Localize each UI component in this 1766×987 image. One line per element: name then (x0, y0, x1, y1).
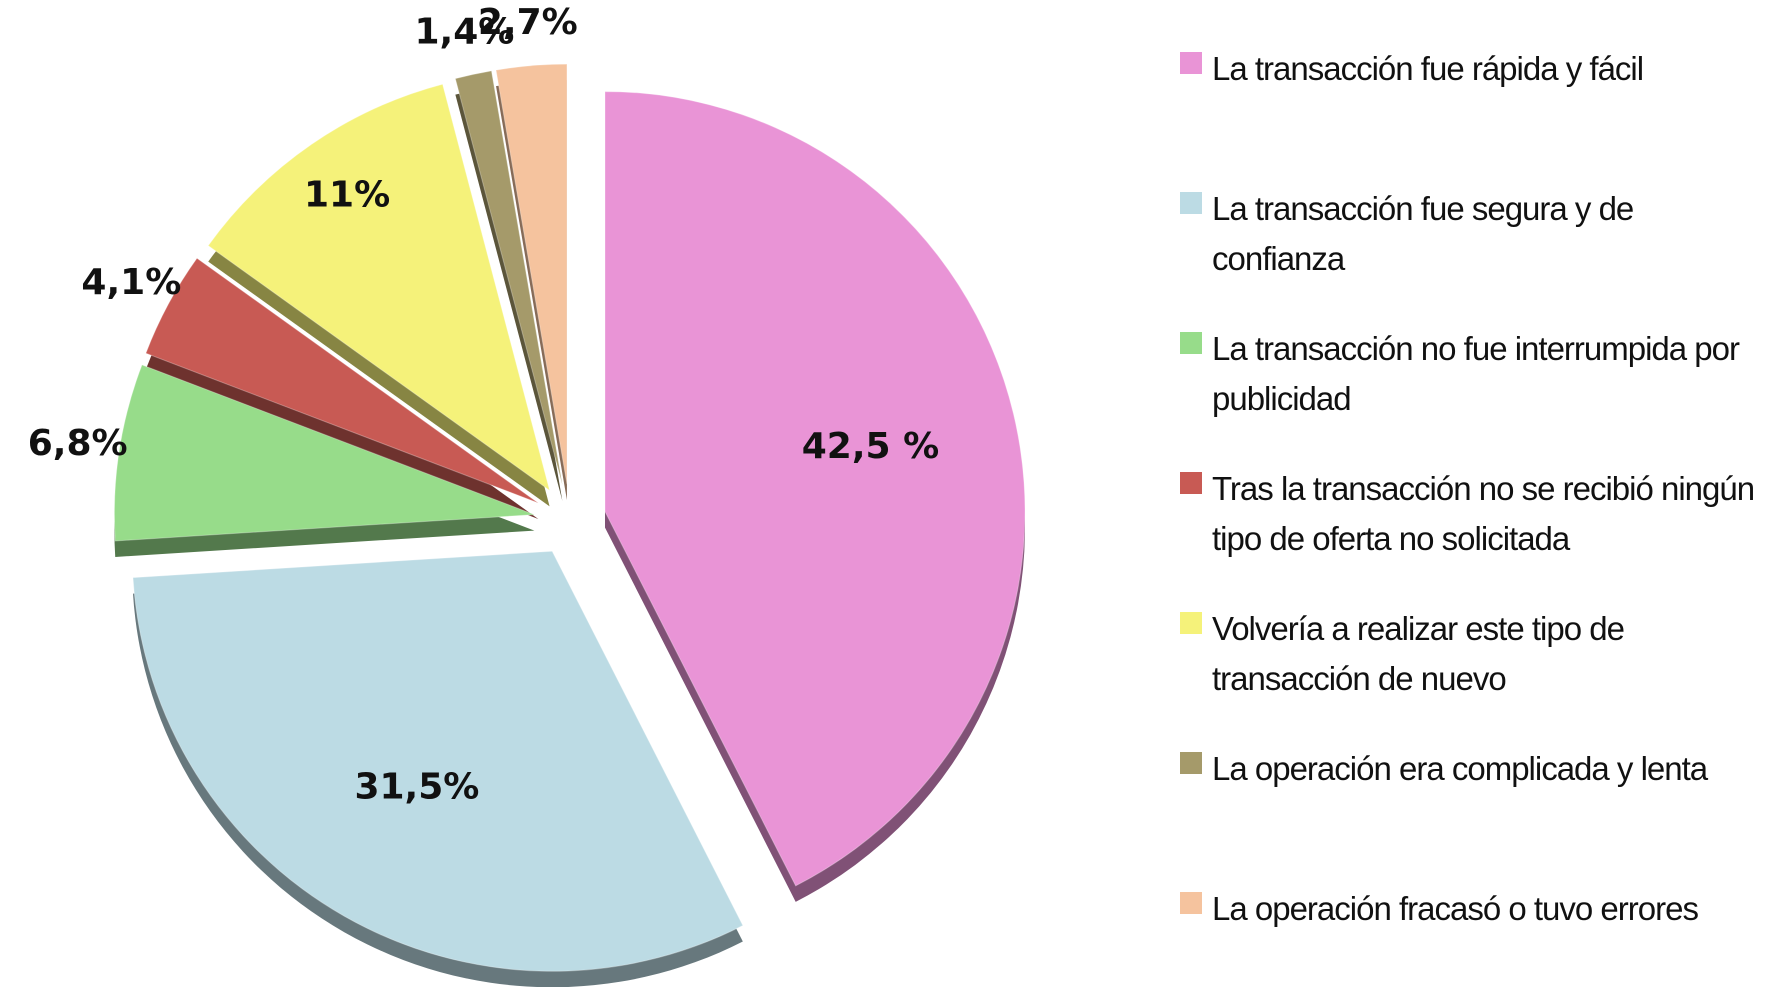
legend-label: La operación fracasó o tuvo errores (1212, 890, 1699, 927)
legend-item: Volvería a realizar este tipo de transac… (1180, 604, 1760, 704)
data-label: 1,4% (414, 11, 514, 52)
legend-item: La transacción fue segura y de confianza (1180, 184, 1760, 284)
legend-label: La transacción fue segura y de confianza (1212, 190, 1634, 277)
slice-depth (455, 86, 563, 501)
legend-item: La transacción no fue interrumpida por p… (1180, 324, 1760, 424)
data-label: 42,5 % (802, 426, 939, 467)
legend-label: La operación era complicada y lenta (1212, 750, 1708, 787)
legend-label: La transacción fue rápida y fácil (1212, 50, 1644, 87)
data-label: 2,7% (478, 2, 578, 43)
legend-label: La transacción no fue interrumpida por p… (1212, 330, 1740, 417)
legend-item: La operación era complicada y lenta (1180, 744, 1760, 794)
legend-swatch (1180, 612, 1202, 634)
legend-label: Tras la transacción no se recibió ningún… (1212, 470, 1755, 557)
slice (145, 257, 539, 504)
legend-item: Tras la transacción no se recibió ningún… (1180, 464, 1760, 564)
data-label: 31,5% (354, 766, 479, 807)
legend-swatch (1180, 752, 1202, 774)
legend-swatch (1180, 332, 1202, 354)
slice (132, 550, 744, 972)
legend-swatch (1180, 52, 1202, 74)
slice (207, 83, 551, 492)
slice (454, 70, 563, 485)
legend-item: La operación fracasó o tuvo errores (1180, 884, 1760, 934)
data-label: 6,8% (28, 423, 128, 464)
slice (495, 63, 568, 485)
legend-label: Volvería a realizar este tipo de transac… (1212, 610, 1625, 697)
legend-swatch (1180, 192, 1202, 214)
legend-swatch (1180, 892, 1202, 914)
legend-swatch (1180, 472, 1202, 494)
slice (604, 91, 1026, 887)
data-label: 11% (304, 174, 390, 215)
slice (113, 364, 535, 542)
legend-item: La transacción fue rápida y fácil (1180, 44, 1760, 94)
data-label: 4,1% (81, 262, 181, 303)
